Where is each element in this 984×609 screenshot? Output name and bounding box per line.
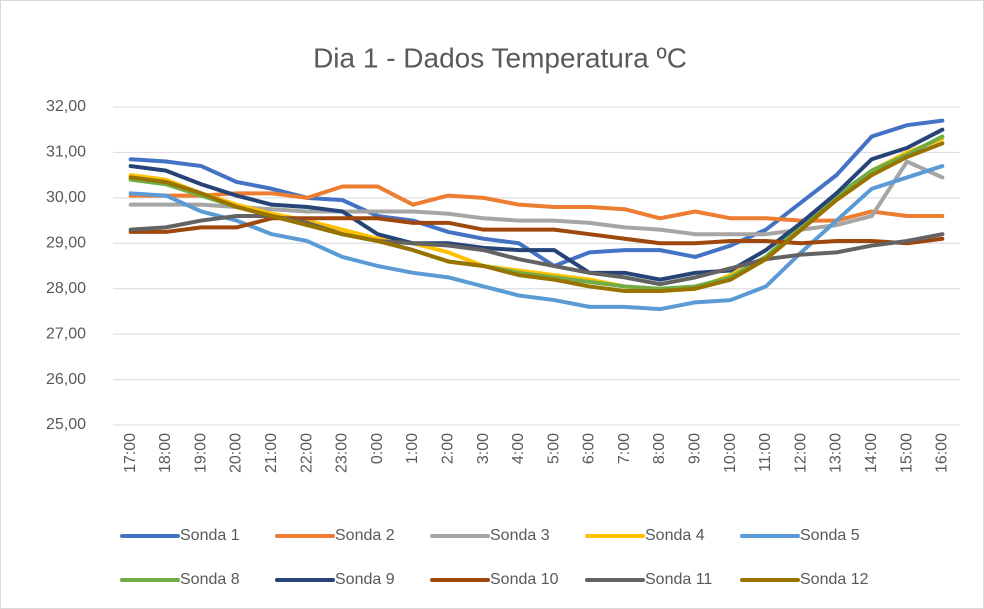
series-line [128,127,945,282]
x-tick-label: 23:00 [334,433,351,473]
x-tick-label: 21:00 [263,433,280,473]
x-tick-label: 11:00 [757,433,774,472]
y-tick-label: 31,00 [46,144,86,161]
legend-label: Sonda 1 [180,527,240,544]
x-tick-label: 20:00 [228,433,245,473]
legend-label: Sonda 9 [335,571,395,588]
x-tick-label: 3:00 [475,433,492,464]
series-line [128,159,945,237]
legend-label: Sonda 8 [180,571,240,588]
x-tick-label: 13:00 [828,433,845,473]
x-tick-label: 9:00 [687,433,704,464]
x-tick-label: 10:00 [722,433,739,473]
series-line [128,164,945,312]
legend-label: Sonda 3 [490,527,550,544]
y-tick-label: 30,00 [46,189,86,206]
series-line [128,216,945,246]
y-tick-label: 28,00 [46,280,86,297]
x-tick-label: 12:00 [792,433,809,473]
legend-label: Sonda 4 [645,527,705,544]
x-tick-label: 8:00 [651,433,668,464]
x-tick-label: 6:00 [581,433,598,464]
x-tick-label: 16:00 [934,433,951,473]
x-tick-label: 4:00 [510,433,527,464]
legend-label: Sonda 11 [645,571,712,588]
x-tick-label: 22:00 [298,433,315,473]
y-tick-label: 26,00 [46,371,86,388]
x-tick-label: 18:00 [157,433,174,473]
y-tick-label: 32,00 [46,98,86,115]
x-tick-label: 5:00 [545,433,562,464]
chart-title: Dia 1 - Dados Temperatura ºC [313,42,687,73]
x-tick-label: 17:00 [122,433,139,473]
y-tick-label: 25,00 [46,416,86,433]
x-tick-label: 2:00 [439,433,456,464]
legend-label: Sonda 2 [335,527,395,544]
x-tick-label: 7:00 [616,433,633,464]
series-line [128,118,945,268]
x-tick-label: 1:00 [404,433,421,464]
x-tick-label: 0:00 [369,433,386,464]
x-tick-label: 14:00 [863,433,880,473]
legend-label: Sonda 12 [800,571,869,588]
x-tick-label: 19:00 [192,433,209,473]
series-line [128,141,945,293]
x-tick-label: 15:00 [898,433,915,473]
legend-label: Sonda 5 [800,527,860,544]
legend-label: Sonda 10 [490,571,559,588]
y-tick-label: 29,00 [46,235,86,252]
y-tick-label: 27,00 [46,325,86,342]
